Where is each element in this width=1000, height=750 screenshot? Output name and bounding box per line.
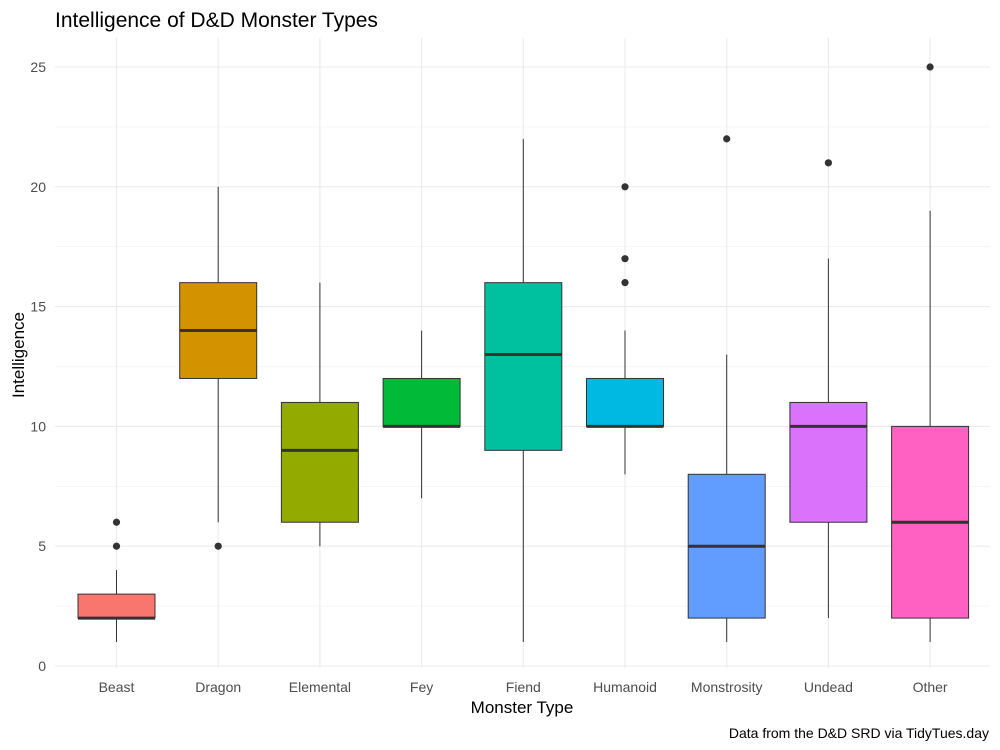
box-undead [789, 159, 868, 619]
x-tick-label: Undead [804, 679, 853, 695]
box-monstrosity [687, 135, 766, 643]
x-tick-label: Beast [99, 679, 135, 695]
x-tick-label: Elemental [289, 679, 351, 695]
outlier-point [214, 542, 222, 550]
y-tick-label: 15 [30, 299, 46, 315]
x-tick-label: Monstrosity [691, 679, 763, 695]
y-tick-label: 0 [38, 658, 46, 674]
x-tick-label: Dragon [195, 679, 241, 695]
outlier-point [621, 255, 629, 263]
y-tick-label: 10 [30, 418, 46, 434]
y-axis-title: Intelligence [9, 312, 28, 398]
x-axis-title: Monster Type [471, 698, 574, 717]
outlier-point [824, 159, 833, 167]
chart-caption: Data from the D&D SRD via TidyTues.day [729, 725, 989, 741]
outlier-point [926, 63, 934, 71]
box-iqr [280, 401, 359, 523]
x-tick-label: Humanoid [593, 679, 657, 695]
box-iqr [77, 593, 156, 619]
box-fiend [484, 138, 563, 643]
outlier-point [723, 135, 731, 143]
box-humanoid [586, 183, 664, 475]
x-tick-label: Fey [410, 679, 433, 695]
chart-title: Intelligence of D&D Monster Types [55, 9, 378, 32]
box-iqr [382, 377, 461, 427]
y-tick-label: 5 [38, 538, 46, 554]
box-beast [77, 518, 156, 643]
tick-labels: 0 5 10 15 20 25 Beast Dragon Elemental Fey Fiend Hu… [30, 59, 948, 695]
box-iqr [484, 282, 563, 451]
outlier-point [112, 542, 121, 550]
x-tick-label: Other [913, 679, 948, 695]
box-layer [77, 63, 970, 643]
outlier-point [621, 279, 629, 287]
x-tick-label: Fiend [506, 679, 541, 695]
box-iqr [586, 377, 664, 427]
box-other [891, 63, 970, 643]
box-iqr [789, 401, 868, 523]
y-tick-label: 20 [30, 179, 46, 195]
box-fey [382, 330, 461, 499]
outlier-point [112, 518, 121, 526]
outlier-point [621, 183, 629, 191]
box-dragon [179, 186, 258, 550]
y-tick-label: 25 [30, 59, 46, 75]
box-elemental [280, 282, 359, 547]
